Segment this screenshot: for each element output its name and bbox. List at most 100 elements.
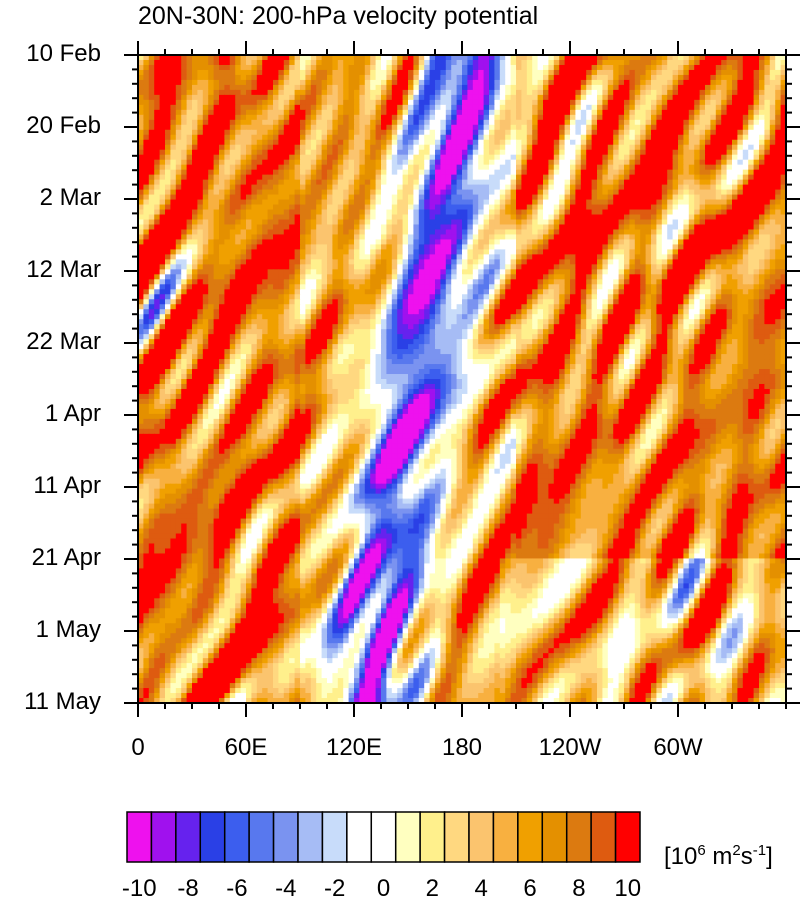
field-cell (667, 254, 674, 260)
field-cell (256, 189, 263, 196)
field-cell (289, 154, 296, 161)
field-cell (273, 224, 279, 231)
field-cell (640, 249, 647, 255)
field-cell (672, 149, 679, 156)
field-cell (775, 249, 782, 255)
field-cell (548, 164, 555, 171)
field-cell (375, 184, 382, 191)
field-cell (629, 59, 636, 66)
field-cell (575, 124, 582, 131)
field-cell (391, 209, 398, 216)
field-cell (251, 144, 258, 151)
field-cell (715, 134, 722, 141)
field-cell (418, 179, 425, 186)
field-cell (381, 224, 387, 231)
field-cell (337, 189, 344, 196)
field-cell (597, 219, 603, 226)
field-cell (413, 99, 420, 106)
field-cell (769, 55, 776, 61)
field-cell (510, 159, 517, 166)
field-cell (246, 199, 252, 206)
field-cell (181, 64, 188, 71)
field-cell (737, 139, 744, 146)
field-cell (694, 189, 701, 196)
field-cell (262, 84, 269, 91)
field-cell (418, 139, 425, 146)
field-cell (240, 179, 247, 186)
field-cell (138, 104, 144, 111)
field-cell (240, 194, 247, 201)
field-cell (429, 114, 436, 121)
field-cell (283, 129, 290, 136)
field-cell (154, 209, 161, 216)
field-cell (699, 124, 706, 131)
field-cell (224, 79, 231, 86)
field-cell (543, 94, 549, 101)
field-cell (548, 204, 555, 211)
field-cell (251, 59, 258, 66)
field-cell (775, 55, 782, 61)
field-cell (775, 84, 782, 91)
field-cell (624, 169, 630, 176)
field-cell (629, 109, 636, 116)
field-cell (580, 234, 587, 241)
field-cell (456, 74, 463, 81)
field-cell (364, 154, 371, 161)
field-cell (186, 129, 193, 136)
field-cell (159, 254, 166, 260)
field-cell (332, 199, 339, 206)
field-cell (429, 224, 436, 231)
field-cell (483, 124, 490, 131)
field-cell (402, 129, 409, 136)
field-cell (732, 79, 738, 86)
field-cell (472, 204, 479, 211)
field-cell (732, 109, 738, 116)
field-cell (769, 84, 776, 91)
field-cell (591, 164, 598, 171)
field-cell (413, 84, 420, 91)
field-cell (510, 84, 517, 91)
field-cell (742, 209, 749, 216)
field-cell (294, 159, 301, 166)
field-cell (656, 249, 663, 255)
field-cell (489, 204, 495, 211)
field-cell (251, 89, 258, 96)
field-cell (197, 214, 204, 221)
field-cell (629, 159, 636, 166)
field-cell (570, 199, 576, 206)
field-cell (413, 134, 420, 141)
field-cell (159, 244, 166, 250)
field-cell (186, 159, 193, 166)
field-cell (197, 119, 204, 126)
field-cell (251, 239, 258, 246)
field-cell (278, 84, 285, 91)
field-cell (634, 59, 641, 66)
field-cell (705, 184, 711, 191)
field-cell (370, 209, 377, 216)
field-cell (667, 109, 674, 116)
field-cell (354, 234, 360, 241)
field-cell (202, 149, 209, 156)
field-cell (170, 94, 177, 101)
field-cell (224, 164, 231, 171)
field-cell (138, 114, 144, 121)
field-cell (219, 119, 225, 126)
field-cell (683, 159, 690, 166)
field-cell (462, 204, 468, 211)
field-cell (294, 149, 301, 156)
field-cell (289, 249, 296, 255)
field-cell (516, 119, 522, 126)
field-cell (348, 114, 355, 121)
field-cell (348, 169, 355, 176)
field-cell (462, 169, 468, 176)
field-cell (521, 104, 528, 111)
field-cell (602, 119, 609, 126)
field-cell (354, 134, 360, 141)
field-cell (694, 55, 701, 61)
field-cell (375, 114, 382, 121)
field-cell (300, 164, 306, 171)
field-cell (710, 64, 717, 71)
field-cell (537, 159, 544, 166)
field-cell (489, 55, 495, 61)
field-cell (219, 189, 225, 196)
